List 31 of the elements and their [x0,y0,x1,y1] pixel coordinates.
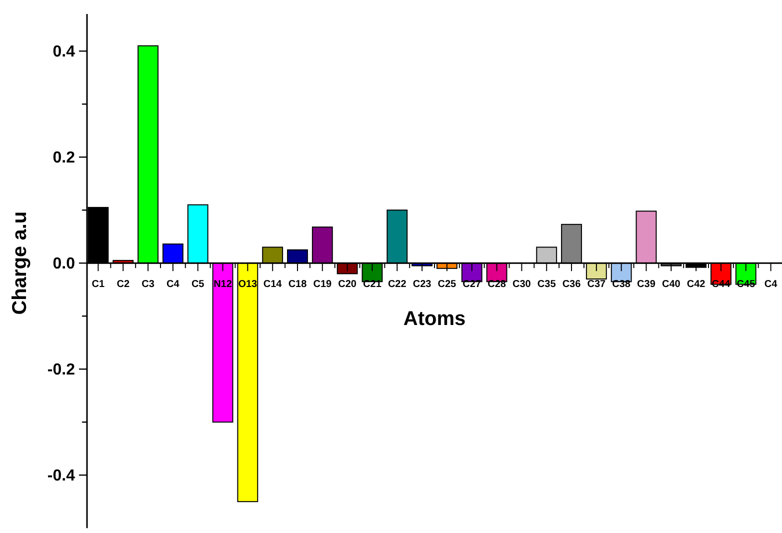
x-tick-label: O13 [238,279,258,290]
x-tick-label: C3 [142,279,155,290]
x-tick-label: C23 [412,279,432,290]
y-tick-label: -0.4 [47,468,76,485]
x-tick-label: C4 [166,279,180,290]
x-tick-label: C22 [388,279,407,290]
x-tick-label: C35 [537,279,556,290]
x-tick-label: C37 [587,279,606,290]
y-tick-label: 0.4 [52,44,76,61]
x-tick-label: C2 [116,279,130,290]
x-tick-label: N12 [214,279,232,290]
x-tick-label: C1 [92,279,106,290]
x-tick-label: C20 [338,279,357,290]
x-tick-label: C18 [288,279,308,290]
y-tick-label: 0.2 [52,150,76,167]
y-axis-title: Charge a.u [9,211,31,315]
x-tick-label: C44 [712,279,731,290]
x-tick-label: C4 [764,279,778,290]
x-tick-label: C42 [686,279,706,290]
x-tick-label: C14 [263,279,282,290]
x-tick-label: C25 [438,279,457,290]
x-tick-label: C5 [191,279,205,290]
x-tick-label: C30 [512,279,532,290]
x-tick-label: C45 [736,279,756,290]
x-tick-label: C36 [562,279,582,290]
y-tick-label: -0.2 [47,362,76,379]
x-tick-label: C39 [637,279,656,290]
y-tick-label: 0.0 [52,256,76,273]
x-tick-label: C19 [313,279,332,290]
x-tick-label: C40 [662,279,681,290]
x-axis-title: Atoms [403,308,466,330]
